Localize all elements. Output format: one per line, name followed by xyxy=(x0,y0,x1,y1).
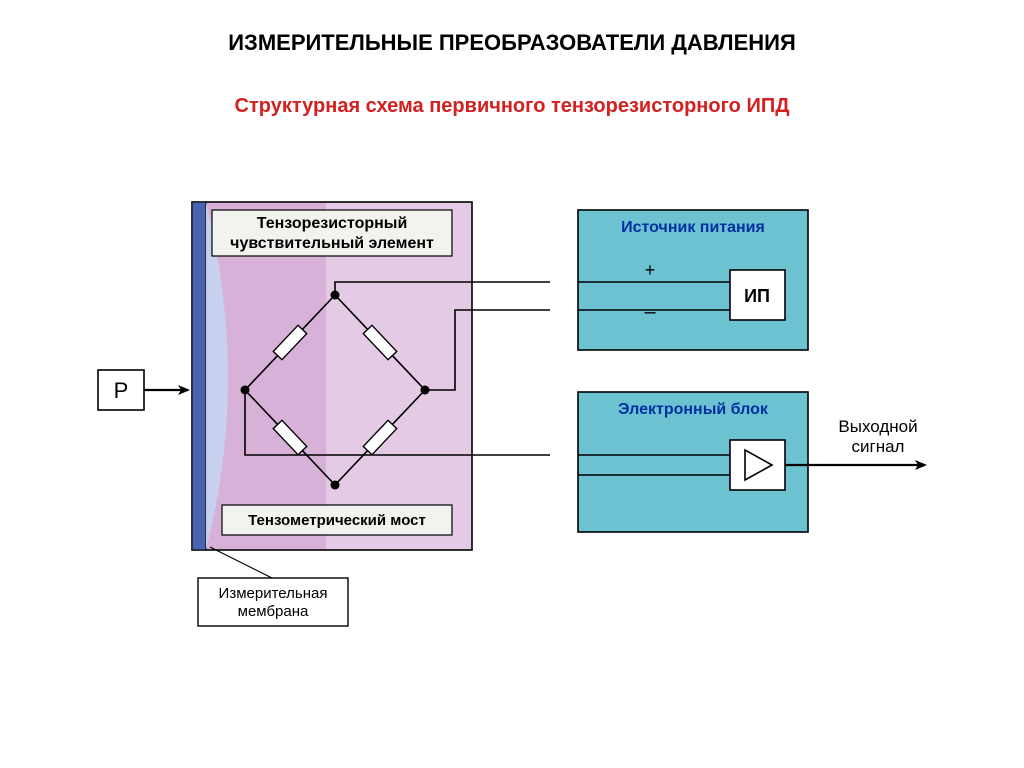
elec-inner-box xyxy=(730,440,785,490)
sensor-title-line1: Тензорезисторный xyxy=(257,215,408,232)
power-minus: – xyxy=(644,301,656,323)
bridge-label: Тензометрический мост xyxy=(248,512,426,529)
elec-block: Электронный блок Выходной сигнал xyxy=(578,392,925,532)
output-label-2: сигнал xyxy=(852,437,905,456)
power-inner-label: ИП xyxy=(744,286,770,306)
input-p-label: P xyxy=(114,378,129,403)
output-label-1: Выходной xyxy=(838,417,917,436)
membrane-label-group: Измерительная мембрана xyxy=(198,547,348,626)
membrane-strip xyxy=(192,202,206,550)
power-plus: + xyxy=(645,260,656,280)
sensor-title-line2: чувствительный элемент xyxy=(230,235,434,252)
membrane-lead xyxy=(210,547,272,578)
sensor-block: Тензорезисторный чувствительный элемент … xyxy=(192,202,472,550)
power-block: Источник питания + – ИП xyxy=(578,210,808,350)
membrane-label-2: мембрана xyxy=(238,603,309,620)
elec-title: Электронный блок xyxy=(618,401,769,418)
power-title: Источник питания xyxy=(621,219,765,236)
diagram-canvas: Тензорезисторный чувствительный элемент … xyxy=(0,0,1024,768)
membrane-label-1: Измерительная xyxy=(219,585,328,602)
input-block: P xyxy=(98,370,188,410)
